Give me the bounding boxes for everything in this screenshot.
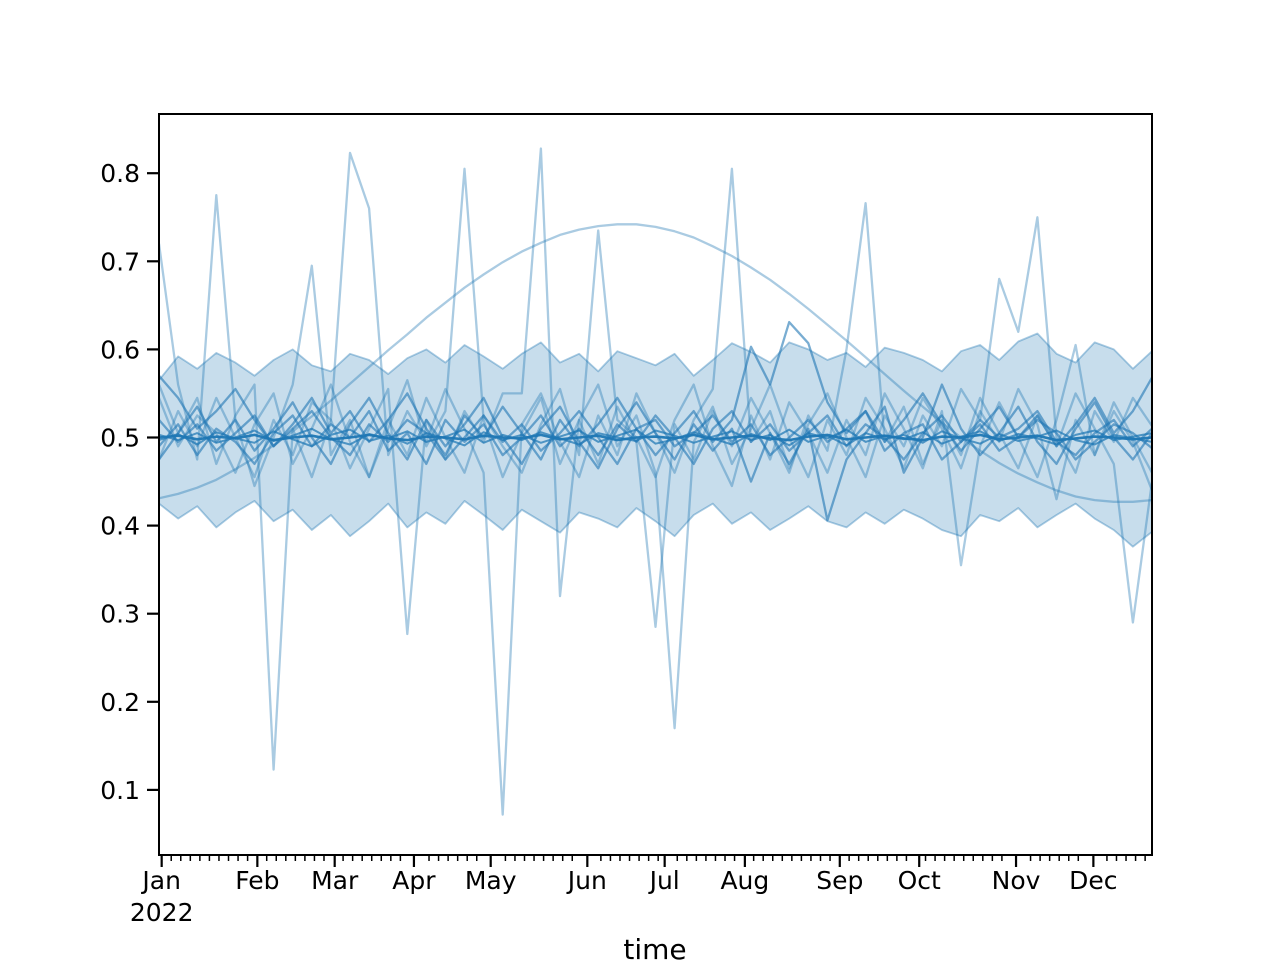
x-tick-label: Mar bbox=[311, 866, 359, 895]
confidence-band-upper-edge bbox=[159, 332, 1152, 381]
x-tick-label: Feb bbox=[235, 866, 279, 895]
x-tick-label: Aug bbox=[720, 866, 769, 895]
y-tick-label: 0.7 bbox=[100, 247, 140, 276]
series-line-sample-7 bbox=[159, 409, 1152, 466]
confidence-band-lower-edge bbox=[159, 499, 1152, 548]
series-line-sample-1 bbox=[159, 167, 1152, 730]
y-tick-label: 0.2 bbox=[100, 688, 140, 717]
confidence-band bbox=[159, 333, 1152, 547]
y-tick-label: 0.4 bbox=[100, 512, 140, 541]
y-tick-label: 0.1 bbox=[100, 776, 140, 805]
confidence-band-layer bbox=[159, 332, 1152, 548]
x-tick-label: Jul bbox=[648, 866, 680, 895]
x-tick-label: Sep bbox=[816, 866, 863, 895]
x-axis-label: time bbox=[623, 933, 686, 960]
series-line-sample-5 bbox=[159, 320, 1152, 461]
series-line-sample-3 bbox=[159, 147, 1152, 636]
x-tick-label: Nov bbox=[992, 866, 1041, 895]
x-tick-label: May bbox=[465, 866, 517, 895]
x-tick-label: Apr bbox=[392, 866, 436, 895]
tick-labels-layer: Jan 2022 Feb Mar Apr May Jun Jul Aug Sep Oct Nov Dec… bbox=[100, 159, 1117, 927]
x-tick-label: Oct bbox=[898, 866, 941, 895]
axes-box bbox=[158, 113, 1153, 856]
y-tick-label: 0.5 bbox=[100, 424, 140, 453]
year-label: 2022 bbox=[130, 898, 194, 927]
x-tick-label: Dec bbox=[1069, 866, 1117, 895]
series-line-sample-6 bbox=[159, 383, 1152, 522]
x-tick-label: Jan bbox=[140, 866, 181, 895]
series-lines-layer bbox=[159, 147, 1152, 816]
series-line-seasonal-smooth bbox=[159, 223, 1152, 503]
y-tick-label: 0.8 bbox=[100, 159, 140, 188]
y-tick-label: 0.6 bbox=[100, 335, 140, 364]
x-tick-label: Jun bbox=[566, 866, 607, 895]
series-line-median bbox=[159, 433, 1152, 442]
series-line-sample-9 bbox=[159, 427, 1152, 447]
y-tick-label: 0.3 bbox=[100, 600, 140, 629]
series-line-sample-8 bbox=[159, 409, 1152, 466]
axes-layer bbox=[147, 113, 1153, 867]
